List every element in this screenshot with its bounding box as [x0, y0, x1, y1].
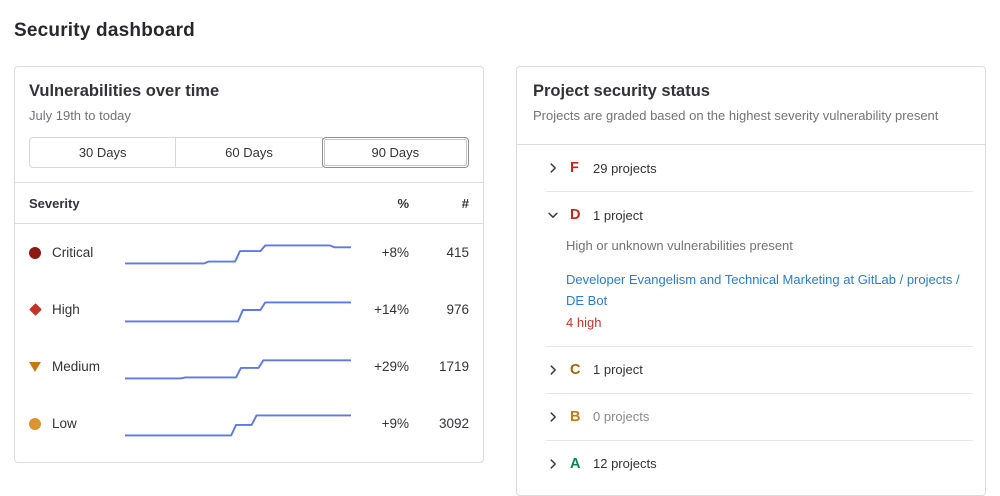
- critical-sparkline-chart: [125, 234, 351, 272]
- status-card-subtitle: Projects are graded based on the highest…: [533, 108, 939, 123]
- vulnerability-count-value: 415: [446, 245, 469, 260]
- chevron-right-icon: [546, 363, 560, 377]
- divider: [546, 345, 973, 347]
- grade-d-expanded-details: High or unknown vulnerabilities present …: [517, 238, 985, 346]
- vuln-date-range: July 19th to today: [29, 108, 131, 123]
- grade-count-label: 1 project: [593, 362, 643, 378]
- severity-medium-icon: [29, 361, 41, 372]
- vulnerability-count-value: 3092: [438, 416, 469, 431]
- table-row-high: High +14% 976: [15, 281, 483, 338]
- project-security-status-card: Project security status Projects are gra…: [516, 66, 986, 496]
- status-card-title: Project security status: [533, 82, 710, 100]
- time-range-selector: 30 Days 60 Days 90 Days: [29, 137, 469, 168]
- dashboard-cards: Vulnerabilities over time July 19th to t…: [14, 66, 986, 496]
- divider: [546, 439, 973, 441]
- divider: [15, 223, 483, 224]
- time-range-30-days-button[interactable]: 30 Days: [29, 137, 177, 168]
- grade-description: High or unknown vulnerabilities present: [566, 238, 793, 253]
- vuln-card-title: Vulnerabilities over time: [29, 82, 220, 100]
- severity-name: Medium: [52, 359, 101, 374]
- severity-name: Low: [52, 416, 77, 431]
- status-card-header: Project security status Projects are gra…: [517, 67, 985, 144]
- grade-row-f[interactable]: F 29 projects: [517, 145, 985, 191]
- grade-letter-a: A: [570, 455, 581, 472]
- chevron-right-icon: [546, 457, 560, 471]
- divider: [15, 182, 483, 183]
- percent-change-value: +29%: [374, 359, 409, 374]
- vulnerability-count-value: 1719: [438, 359, 469, 374]
- grade-row-d[interactable]: D 1 project: [517, 192, 985, 238]
- grade-row-c[interactable]: C 1 project: [517, 347, 985, 393]
- table-row-critical: Critical +8% 415: [15, 224, 483, 281]
- time-range-90-days-button[interactable]: 90 Days: [321, 137, 469, 168]
- grade-count-label: 0 projects: [593, 409, 650, 425]
- severity-table-header: Severity % #: [15, 183, 483, 223]
- grade-count-label: 29 projects: [593, 160, 657, 176]
- grade-row-b[interactable]: B 0 projects: [517, 394, 985, 440]
- count-column-header: #: [461, 195, 469, 211]
- severity-table-body: Critical +8% 415 High +14% 976: [15, 224, 483, 462]
- percent-change-value: +14%: [374, 302, 409, 317]
- divider: [546, 392, 973, 394]
- vulnerability-count-value: 976: [446, 302, 469, 317]
- low-sparkline-chart: [125, 405, 351, 443]
- time-range-60-days-button[interactable]: 60 Days: [175, 137, 323, 168]
- severity-high-icon: [28, 303, 42, 316]
- severity-critical-icon: [29, 246, 41, 259]
- grade-letter-f: F: [570, 160, 579, 176]
- card-bottom-padding: [517, 487, 985, 495]
- percent-column-header: %: [397, 195, 409, 211]
- project-link[interactable]: Developer Evangelism and Technical Marke…: [566, 272, 960, 309]
- table-row-medium: Medium +29% 1719: [15, 338, 483, 395]
- medium-sparkline-chart: [125, 348, 351, 386]
- high-sparkline-chart: [125, 291, 351, 329]
- grade-letter-b: B: [570, 408, 581, 425]
- severity-column-header: Severity: [29, 195, 80, 211]
- vuln-card-header: Vulnerabilities over time July 19th to t…: [15, 67, 483, 168]
- vulnerabilities-over-time-card: Vulnerabilities over time July 19th to t…: [14, 66, 484, 463]
- severity-label-group: Critical: [29, 245, 125, 260]
- chevron-right-icon: [546, 410, 560, 424]
- vulnerability-finding-summary: 4 high: [566, 314, 602, 330]
- grade-letter-c: C: [570, 361, 581, 378]
- severity-name: Critical: [52, 245, 94, 260]
- divider: [546, 191, 973, 192]
- chevron-right-icon: [546, 161, 560, 175]
- chevron-down-icon: [546, 208, 560, 222]
- severity-label-group: High: [28, 302, 125, 317]
- grade-count-label: 12 projects: [593, 456, 657, 472]
- page-title: Security dashboard: [14, 20, 195, 41]
- severity-name: High: [52, 302, 80, 317]
- grade-count-label: 1 project: [593, 207, 643, 223]
- severity-label-group: Medium: [29, 359, 125, 374]
- grade-letter-d: D: [570, 207, 581, 223]
- severity-low-icon: [29, 417, 41, 430]
- percent-change-value: +9%: [381, 416, 409, 431]
- divider: [517, 144, 985, 145]
- grade-row-a[interactable]: A 12 projects: [517, 441, 985, 487]
- percent-change-value: +8%: [381, 245, 409, 260]
- table-row-low: Low +9% 3092: [15, 395, 483, 452]
- severity-label-group: Low: [29, 416, 125, 431]
